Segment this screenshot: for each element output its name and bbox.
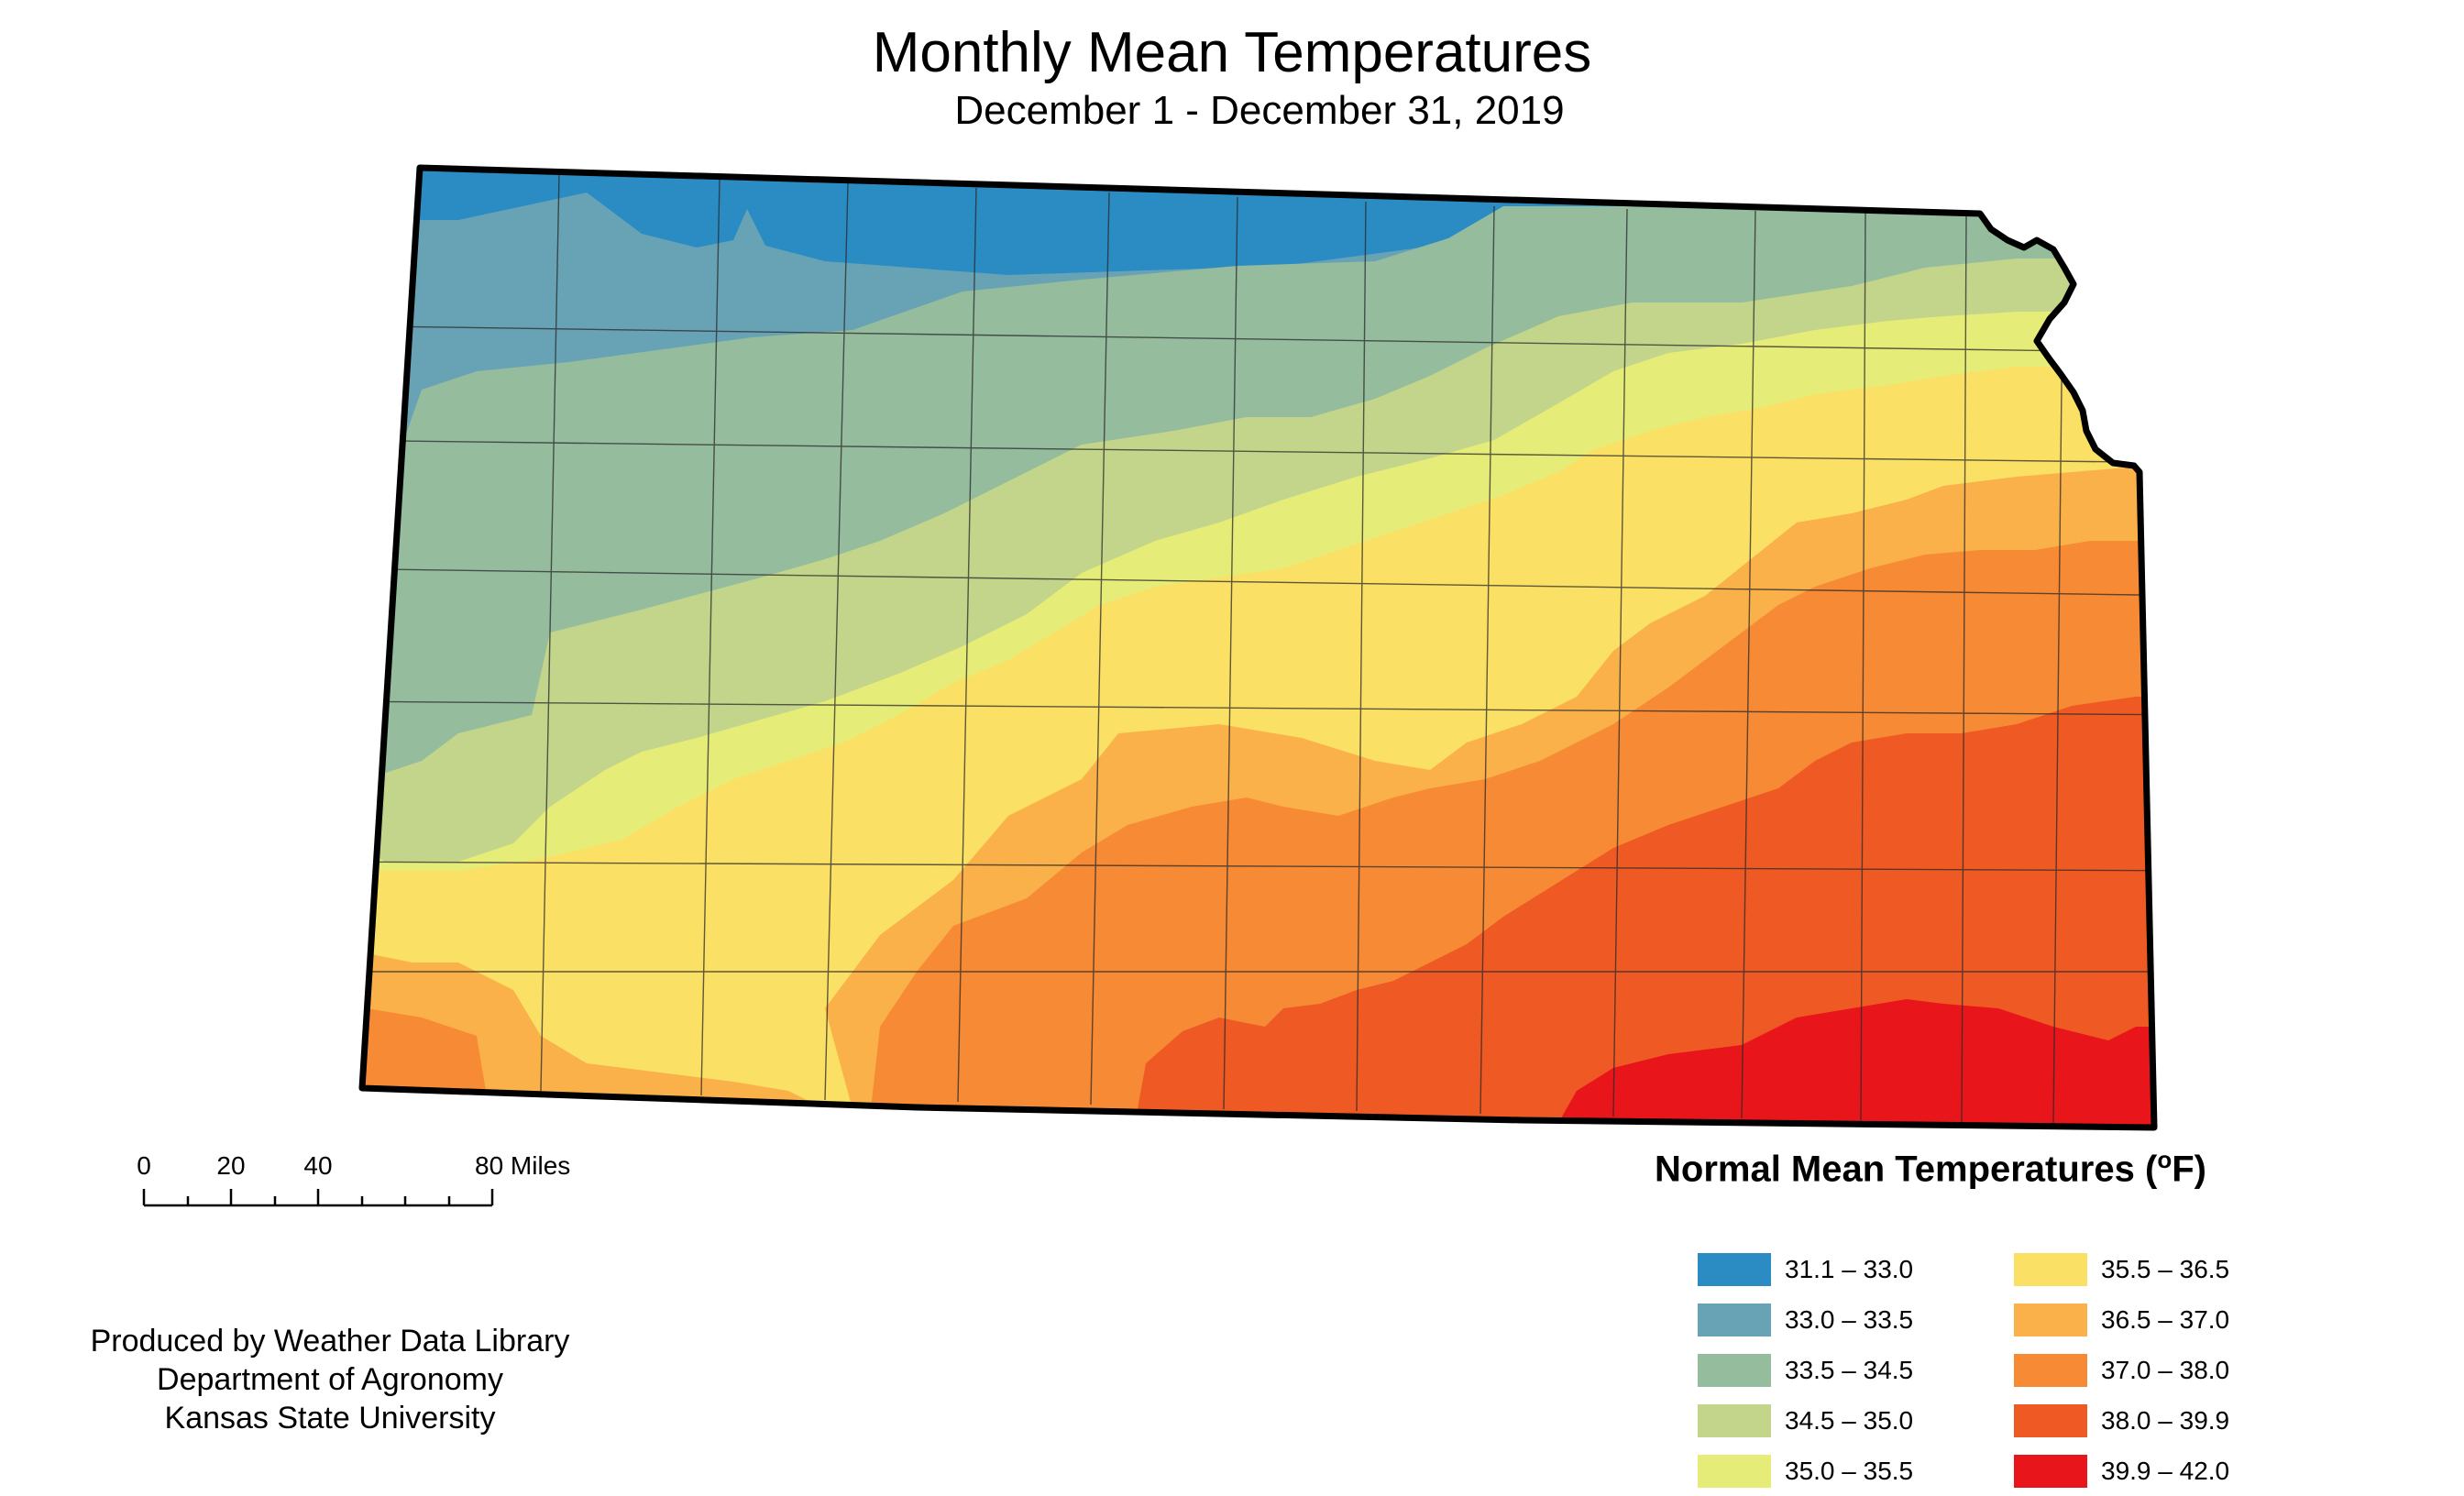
legend-swatch xyxy=(2014,1354,2087,1387)
scale-tick-80-miles: 80 Miles xyxy=(475,1151,570,1180)
legend-label: 34.5 – 35.0 xyxy=(1785,1406,1914,1435)
legend-swatch xyxy=(2014,1253,2087,1286)
legend-label: 35.0 – 35.5 xyxy=(1785,1457,1914,1485)
legend-label: 31.1 – 33.0 xyxy=(1785,1255,1914,1283)
legend-item-31-1-33-0: 31.1 – 33.0 xyxy=(1698,1253,2046,1286)
legend-label: 36.5 – 37.0 xyxy=(2101,1305,2230,1334)
legend-item-39-9-42-0: 39.9 – 42.0 xyxy=(2014,1455,2362,1488)
legend-swatch xyxy=(2014,1404,2087,1437)
legend-label: 33.5 – 34.5 xyxy=(1785,1356,1914,1384)
legend-item-33-0-33-5: 33.0 – 33.5 xyxy=(1698,1304,2046,1336)
scale-tick-0: 0 xyxy=(137,1151,151,1180)
map-title: Monthly Mean Temperatures xyxy=(872,21,1592,84)
legend-label: 39.9 – 42.0 xyxy=(2101,1457,2230,1485)
legend-item-35-0-35-5: 35.0 – 35.5 xyxy=(1698,1455,2046,1488)
legend-item-36-5-37-0: 36.5 – 37.0 xyxy=(2014,1304,2362,1336)
legend-label: 33.0 – 33.5 xyxy=(1785,1305,1914,1334)
scale-tick-40: 40 xyxy=(303,1151,332,1180)
legend-swatch xyxy=(1698,1304,1771,1336)
legend-label: 37.0 – 38.0 xyxy=(2101,1356,2230,1384)
credits-line-university: Kansas State University xyxy=(164,1401,496,1436)
legend-item-35-5-36-5: 35.5 – 36.5 xyxy=(2014,1253,2362,1286)
legend-item-38-0-39-9: 38.0 – 39.9 xyxy=(2014,1404,2362,1437)
scale-bar-labels: 0 20 40 80 Miles xyxy=(137,1151,570,1180)
legend-item-34-5-35-0: 34.5 – 35.0 xyxy=(1698,1404,2046,1437)
legend-swatch xyxy=(1698,1455,1771,1488)
temperature-bands xyxy=(362,168,2154,1128)
credits: Produced by Weather Data Library Departm… xyxy=(55,1322,605,1437)
kansas-state-outline xyxy=(358,164,2158,1131)
legend-swatch xyxy=(1698,1253,1771,1286)
legend-title: Normal Mean Temperatures (oF) xyxy=(1655,1146,2206,1190)
legend-swatch xyxy=(1698,1404,1771,1437)
legend-item-37-0-38-0: 37.0 – 38.0 xyxy=(2014,1354,2362,1387)
legend-swatch xyxy=(1698,1354,1771,1387)
legend-item-33-5-34-5: 33.5 – 34.5 xyxy=(1698,1354,2046,1387)
scale-bar xyxy=(142,1189,494,1207)
legend-swatch xyxy=(2014,1304,2087,1336)
credits-line-department: Department of Agronomy xyxy=(157,1362,503,1397)
legend-label: 35.5 – 36.5 xyxy=(2101,1255,2230,1283)
credits-line-producer: Produced by Weather Data Library xyxy=(90,1324,570,1358)
legend-label: 38.0 – 39.9 xyxy=(2101,1406,2230,1435)
county-boundaries xyxy=(362,173,2154,1127)
scale-tick-20: 20 xyxy=(216,1151,245,1180)
map-subtitle: December 1 - December 31, 2019 xyxy=(954,88,1565,133)
legend-swatch xyxy=(2014,1455,2087,1488)
